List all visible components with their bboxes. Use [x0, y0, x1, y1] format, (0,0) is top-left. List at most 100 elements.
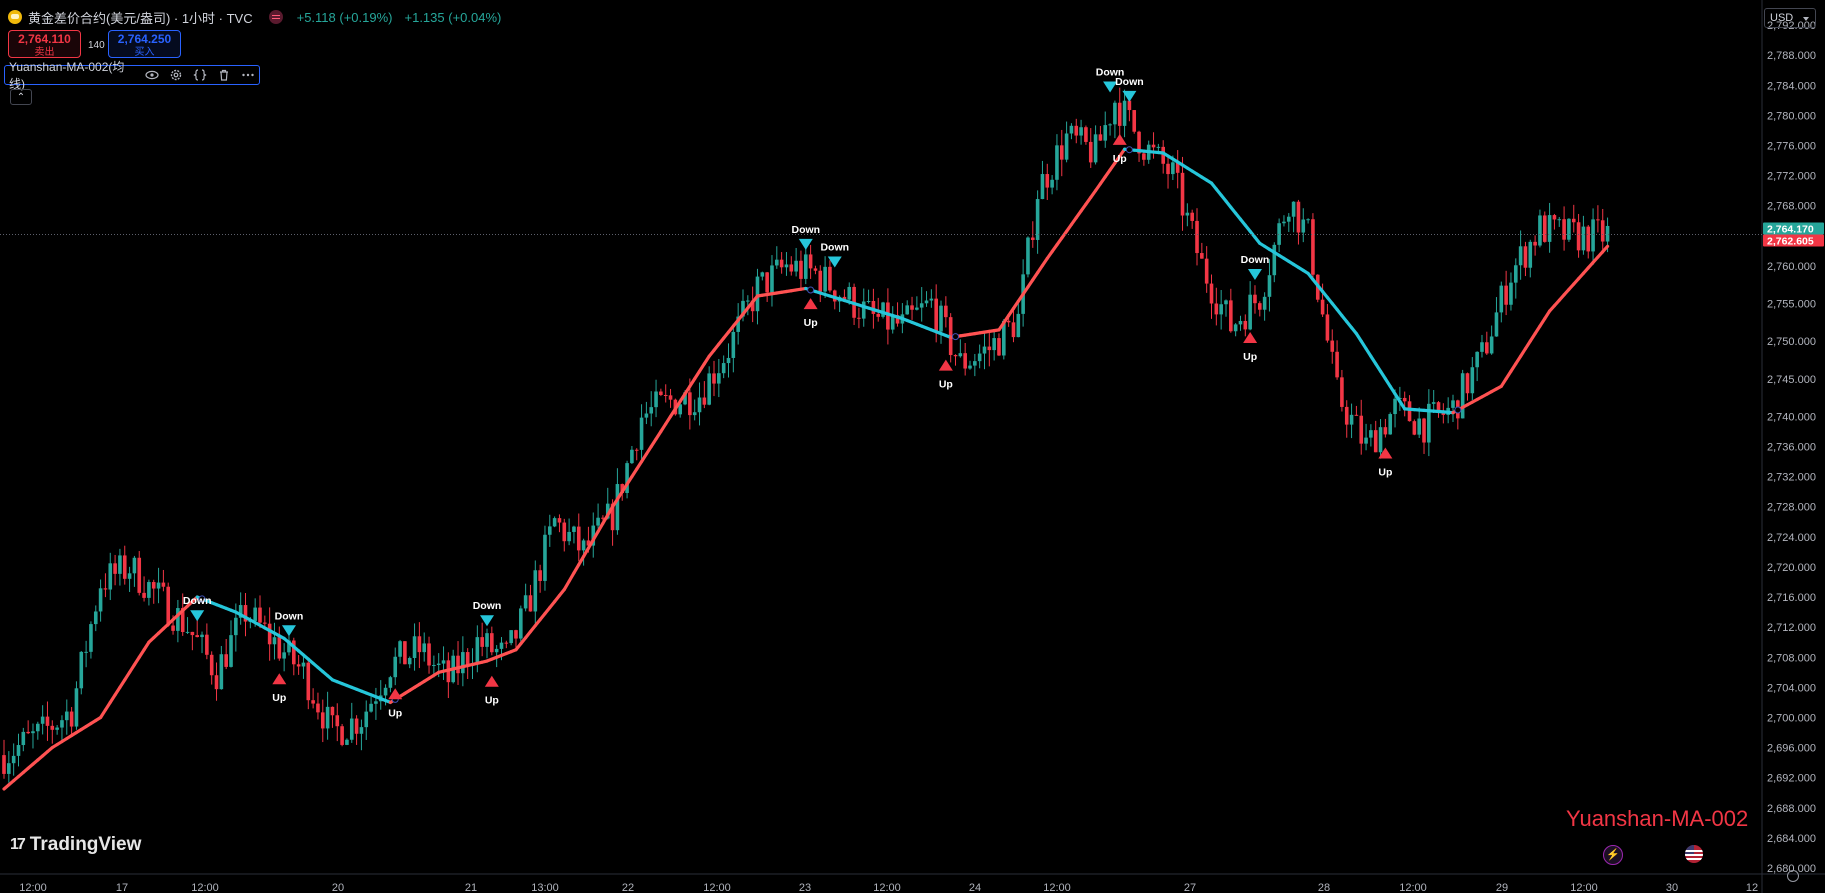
candle-body [156, 582, 161, 589]
candle-body [301, 662, 306, 667]
down-signal-arrow [480, 615, 494, 627]
candle-body [591, 525, 596, 546]
delete-icon[interactable] [217, 68, 231, 82]
candle-body [1093, 134, 1098, 163]
chart-settings-icon[interactable] [1787, 870, 1799, 882]
candle-body [292, 640, 296, 665]
collapse-legend-button[interactable]: ⌃ [10, 89, 32, 105]
candle-body [881, 302, 885, 317]
candle-body [316, 703, 320, 713]
more-icon[interactable] [241, 68, 255, 82]
candle-body [842, 296, 847, 300]
candle-body [1562, 219, 1566, 240]
candle-body [1026, 237, 1030, 275]
candle-body [1518, 246, 1523, 266]
sell-price: 2,764.110 [18, 32, 71, 46]
candle-body [26, 731, 30, 734]
candle-body [1344, 406, 1349, 425]
candle-body [576, 526, 581, 551]
sell-button[interactable]: 2,764.110 卖出 [8, 30, 81, 58]
indicator-legend[interactable]: Yuanshan-MA-002(均线) [4, 60, 260, 91]
candle-body [610, 503, 615, 531]
candle-body [717, 373, 721, 384]
currency-selector[interactable]: USD [1764, 8, 1816, 28]
candle-body [601, 517, 605, 519]
down-signal-label: Down [820, 241, 849, 253]
candle-body [779, 259, 784, 268]
candle-body [1219, 304, 1223, 315]
candle-body [407, 658, 412, 665]
ma-value-tag [1763, 234, 1824, 247]
ma-turn-marker [1454, 406, 1462, 414]
candle-body [137, 557, 142, 593]
settings-icon[interactable] [169, 68, 183, 82]
candle-body [770, 265, 774, 293]
ma-line-segment [1601, 244, 1610, 254]
candle-body [968, 365, 972, 369]
candle-body [369, 703, 373, 712]
candle-body [1576, 222, 1581, 251]
candle-body [528, 595, 533, 612]
up-signal-label: Up [804, 317, 818, 329]
y-tick-label: 2,736.000 [1767, 442, 1816, 454]
candle-body [775, 259, 779, 266]
candle-body [567, 531, 571, 542]
x-tick-label: 22 [622, 882, 634, 893]
candle-body [886, 302, 890, 330]
candle-body [861, 301, 866, 319]
candle-body [905, 305, 910, 315]
indicator-name[interactable]: Yuanshan-MA-002(均线) [9, 60, 125, 91]
candle-body [1175, 162, 1180, 173]
up-signal-label: Up [1243, 351, 1257, 363]
up-signal-label: Up [388, 707, 402, 719]
market-status-icon[interactable] [268, 10, 283, 24]
candle-body [1600, 220, 1605, 242]
candle-body [765, 272, 769, 293]
down-signal-label: Down [1096, 66, 1125, 78]
candle-body [1586, 226, 1591, 252]
candle-body [69, 711, 74, 727]
candle-body [1538, 215, 1542, 246]
y-tick-label: 2,688.000 [1767, 803, 1816, 815]
lightning-icon[interactable]: ⚡ [1603, 845, 1623, 865]
symbol-title[interactable]: 黄金差价合约(美元/盎司) · 1小时 · TVC [28, 10, 253, 26]
candle-body [1557, 219, 1562, 221]
eye-icon[interactable] [145, 68, 159, 82]
candle-body [1359, 415, 1364, 444]
y-tick-label: 2,772.000 [1767, 171, 1816, 183]
down-signal-arrow [798, 238, 813, 250]
candle-body [726, 357, 731, 364]
price-change-secondary: +1.135 (+0.04%) [404, 9, 502, 25]
candle-body [1108, 124, 1112, 126]
x-tick-label: 27 [1184, 882, 1196, 893]
candle-body [1277, 223, 1281, 245]
candle-body [427, 643, 431, 666]
candle-body [84, 651, 88, 653]
candle-body [982, 346, 987, 354]
candle-body [36, 723, 40, 732]
candle-body [176, 608, 180, 631]
candle-body [45, 716, 50, 726]
candle-body [1180, 172, 1185, 216]
x-tick-label: 12:00 [703, 882, 731, 893]
down-signal-arrow [190, 610, 205, 622]
candle-body [340, 726, 344, 745]
candle-body [1064, 133, 1069, 160]
candle-body [74, 688, 79, 727]
us-flag-icon[interactable] [1685, 845, 1703, 863]
tradingview-logo[interactable]: 17 TradingView [10, 834, 141, 856]
x-tick-label: 30 [1666, 882, 1678, 893]
candle-body [93, 611, 98, 625]
candle-body [432, 664, 436, 666]
candle-body [89, 624, 93, 652]
candle-body [79, 651, 84, 689]
candle-body [1422, 418, 1426, 443]
candle-body [639, 417, 644, 450]
buy-button[interactable]: 2,764.250 买入 [108, 30, 181, 58]
y-tick-label: 2,720.000 [1767, 562, 1816, 574]
source-code-icon[interactable] [193, 68, 207, 82]
candle-body [910, 305, 914, 310]
candle-body [263, 622, 267, 624]
x-tick-label: 20 [332, 882, 344, 893]
